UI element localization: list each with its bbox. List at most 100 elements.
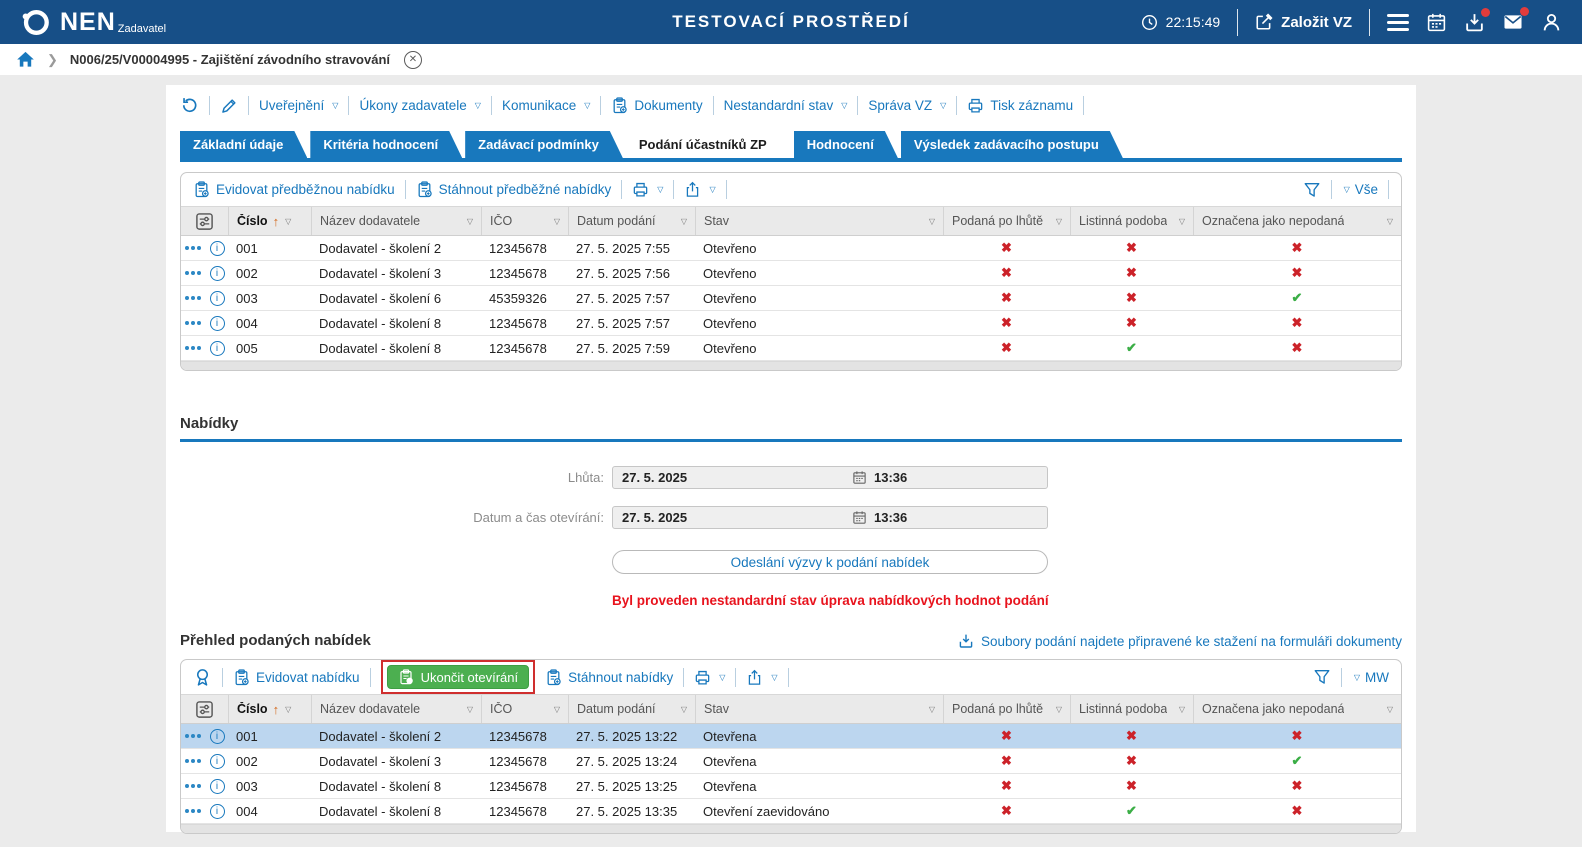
view-selector[interactable]: ▽ Vše <box>1343 182 1378 197</box>
row-menu-button[interactable] <box>184 759 201 763</box>
table-row[interactable]: i 002 Dodavatel - školení 3 12345678 27. 5. … <box>181 261 1401 286</box>
table-row[interactable]: i 004 Dodavatel - školení 8 12345678 27. 5. … <box>181 311 1401 336</box>
print-table-button[interactable]: ▽ <box>694 669 725 686</box>
table-row[interactable]: i 005 Dodavatel - školení 8 12345678 27. 5. … <box>181 336 1401 361</box>
column-header-dodavatel[interactable]: Název dodavatele ▽ <box>311 695 481 723</box>
column-settings-button[interactable] <box>181 207 228 235</box>
row-info-button[interactable]: i <box>209 778 225 794</box>
stahnout-predbezne-nabidky-button[interactable]: Stáhnout předběžné nabídky <box>416 181 611 198</box>
tab-3[interactable]: Podání účastníků ZP <box>626 131 791 158</box>
time-value[interactable]: 13:36 <box>874 470 908 485</box>
calendar-icon[interactable] <box>852 510 867 525</box>
column-header-po_lhute[interactable]: Podaná po lhůtě ▽ <box>943 695 1070 723</box>
column-header-nepodana[interactable]: Označena jako nepodaná ▽ <box>1193 695 1401 723</box>
row-info-button[interactable]: i <box>209 340 225 356</box>
column-filter-icon[interactable]: ▽ <box>1055 216 1062 226</box>
column-header-datum[interactable]: Datum podání ▽ <box>568 207 695 235</box>
row-menu-button[interactable] <box>184 271 201 275</box>
column-filter-icon[interactable]: ▽ <box>285 216 292 226</box>
lhuta-datetime-field[interactable]: 27. 5. 2025 13:36 <box>612 466 1048 489</box>
messages-button[interactable] <box>1502 7 1529 33</box>
menu-nestandardni-stav[interactable]: Nestandardní stav ▽ <box>723 98 848 113</box>
export-table-button[interactable]: ▽ <box>684 181 716 198</box>
calendar-icon[interactable] <box>852 470 867 485</box>
filter-button[interactable] <box>1303 181 1321 199</box>
table-row[interactable]: i 003 Dodavatel - školení 8 12345678 27. 5. … <box>181 774 1401 799</box>
table-row[interactable]: i 004 Dodavatel - školení 8 12345678 27. 5. … <box>181 799 1401 824</box>
row-menu-button[interactable] <box>184 296 201 300</box>
column-filter-icon[interactable]: ▽ <box>1178 216 1185 226</box>
row-menu-button[interactable] <box>184 809 201 813</box>
record-breadcrumb-title[interactable]: N006/25/V00004995 - Zajištění závodního … <box>69 52 390 67</box>
table-row[interactable]: i 001 Dodavatel - školení 2 12345678 27. 5. … <box>181 724 1401 749</box>
column-filter-icon[interactable]: ▽ <box>553 704 560 714</box>
column-filter-icon[interactable]: ▽ <box>680 704 687 714</box>
tab-1[interactable]: Kritéria hodnocení <box>310 131 462 158</box>
table-scrollbar[interactable] <box>181 361 1401 370</box>
row-menu-button[interactable] <box>184 321 201 325</box>
edit-record-button[interactable] <box>220 97 238 115</box>
column-header-po_lhute[interactable]: Podaná po lhůtě ▽ <box>943 207 1070 235</box>
column-filter-icon[interactable]: ▽ <box>1178 704 1185 714</box>
menu-dokumenty[interactable]: Dokumenty <box>611 97 703 114</box>
column-filter-icon[interactable]: ▽ <box>928 704 935 714</box>
award-button[interactable] <box>193 668 212 687</box>
evidovat-nabidku-button[interactable]: Evidovat nabídku <box>233 669 360 686</box>
sort-ascending-icon[interactable]: ↑ <box>272 213 280 229</box>
column-filter-icon[interactable]: ▽ <box>1386 216 1393 226</box>
files-download-link[interactable]: Soubory podání najdete připravené ke sta… <box>958 633 1402 649</box>
row-menu-button[interactable] <box>184 346 201 350</box>
menu-sprava-vz[interactable]: Správa VZ ▽ <box>868 98 947 113</box>
column-header-cislo[interactable]: Číslo ↑ ▽ <box>228 695 311 723</box>
close-record-icon[interactable]: ✕ <box>404 50 422 69</box>
table-row[interactable]: i 001 Dodavatel - školení 2 12345678 27. 5. … <box>181 236 1401 261</box>
oteviranie-datetime-field[interactable]: 27. 5. 2025 13:36 <box>612 506 1048 529</box>
column-filter-icon[interactable]: ▽ <box>680 216 687 226</box>
tab-2[interactable]: Zadávací podmínky <box>465 131 623 158</box>
nen-logo[interactable]: NEN Zadavatel <box>20 7 166 38</box>
tab-4[interactable]: Hodnocení <box>794 131 898 158</box>
menu-komunikace[interactable]: Komunikace ▽ <box>501 98 591 113</box>
column-header-cislo[interactable]: Číslo ↑ ▽ <box>228 207 311 235</box>
stahnout-nabidky-button[interactable]: Stáhnout nabídky <box>545 669 673 686</box>
row-info-button[interactable]: i <box>209 728 225 744</box>
view-selector[interactable]: ▽ MW <box>1353 669 1389 685</box>
column-header-ico[interactable]: IČO ▽ <box>481 695 568 723</box>
time-value[interactable]: 13:36 <box>874 510 908 525</box>
undo-button[interactable] <box>180 96 199 115</box>
tab-0[interactable]: Základní údaje <box>180 131 307 158</box>
row-info-button[interactable]: i <box>209 240 225 256</box>
filter-button[interactable] <box>1313 668 1331 686</box>
row-menu-button[interactable] <box>184 246 201 250</box>
calendar-button[interactable] <box>1426 12 1447 33</box>
downloads-button[interactable] <box>1464 7 1490 33</box>
date-value[interactable]: 27. 5. 2025 <box>622 470 688 485</box>
menu-ukony-zadavatele[interactable]: Úkony zadavatele ▽ <box>359 98 481 113</box>
table-scrollbar[interactable] <box>181 824 1401 833</box>
date-value[interactable]: 27. 5. 2025 <box>622 510 688 525</box>
tab-5[interactable]: Výsledek zadávacího postupu <box>901 131 1123 158</box>
row-info-button[interactable]: i <box>209 315 225 331</box>
column-header-listinna[interactable]: Listinná podoba ▽ <box>1070 695 1193 723</box>
create-vz-button[interactable]: Založit VZ <box>1255 13 1352 31</box>
column-header-dodavatel[interactable]: Název dodavatele ▽ <box>311 207 481 235</box>
column-header-stav[interactable]: Stav ▽ <box>695 207 943 235</box>
menu-button[interactable] <box>1387 13 1409 31</box>
evidovat-predbeznou-nabidku-button[interactable]: Evidovat předběžnou nabídku <box>193 181 395 198</box>
column-filter-icon[interactable]: ▽ <box>466 704 473 714</box>
print-table-button[interactable]: ▽ <box>632 181 663 198</box>
column-header-ico[interactable]: IČO ▽ <box>481 207 568 235</box>
home-icon[interactable] <box>16 50 35 69</box>
row-menu-button[interactable] <box>184 784 201 788</box>
column-filter-icon[interactable]: ▽ <box>1386 704 1393 714</box>
column-filter-icon[interactable]: ▽ <box>1055 704 1062 714</box>
odeslani-vyzvy-button[interactable]: Odeslání výzvy k podání nabídek <box>612 550 1048 574</box>
row-info-button[interactable]: i <box>209 290 225 306</box>
column-header-nepodana[interactable]: Označena jako nepodaná ▽ <box>1193 207 1401 235</box>
table-row[interactable]: i 002 Dodavatel - školení 3 12345678 27. 5. … <box>181 749 1401 774</box>
column-filter-icon[interactable]: ▽ <box>553 216 560 226</box>
row-info-button[interactable]: i <box>209 753 225 769</box>
column-header-listinna[interactable]: Listinná podoba ▽ <box>1070 207 1193 235</box>
row-info-button[interactable]: i <box>209 265 225 281</box>
column-filter-icon[interactable]: ▽ <box>466 216 473 226</box>
